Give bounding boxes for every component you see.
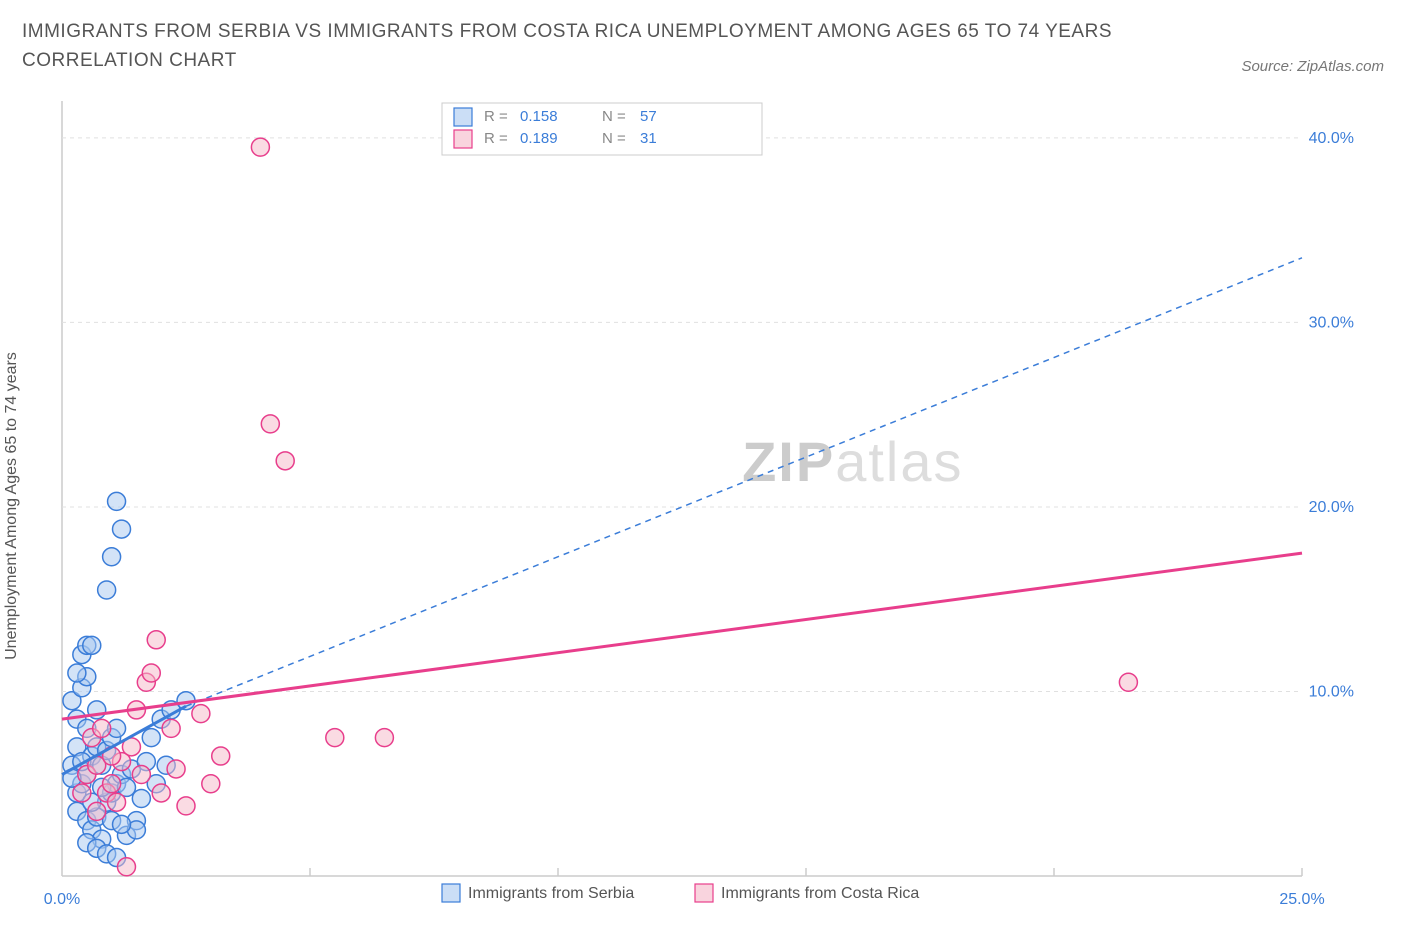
- legend-swatch: [454, 108, 472, 126]
- grid: [62, 138, 1302, 692]
- legend-n-label: N =: [602, 108, 626, 125]
- data-point: [132, 766, 150, 784]
- data-point: [212, 747, 230, 765]
- data-point: [202, 775, 220, 793]
- data-point: [108, 793, 126, 811]
- data-point: [375, 729, 393, 747]
- bottom-legend-label: Immigrants from Costa Rica: [721, 885, 919, 902]
- y-tick-label: 20.0%: [1309, 499, 1354, 516]
- data-point: [93, 719, 111, 737]
- data-point: [1119, 673, 1137, 691]
- data-point: [103, 548, 121, 566]
- series-0: [63, 492, 195, 866]
- data-point: [251, 138, 269, 156]
- data-point: [132, 790, 150, 808]
- y-tick-label: 10.0%: [1309, 683, 1354, 700]
- data-point: [152, 784, 170, 802]
- watermark: ZIPatlas: [742, 430, 963, 493]
- bottom-legend-swatch: [695, 884, 713, 902]
- data-point: [117, 858, 135, 876]
- data-point: [103, 775, 121, 793]
- data-point: [177, 797, 195, 815]
- bottom-legend-swatch: [442, 884, 460, 902]
- scatter-chart: ZIPatlas 10.0% 20.0% 30.0% 40.0% 0.0% 25.0% R =…: [22, 91, 1362, 921]
- chart-title: IMMIGRANTS FROM SERBIA VS IMMIGRANTS FRO…: [22, 18, 1122, 75]
- data-point: [142, 664, 160, 682]
- data-point: [162, 719, 180, 737]
- x-tick-label: 25.0%: [1279, 891, 1324, 908]
- data-point: [147, 631, 165, 649]
- data-point: [261, 415, 279, 433]
- legend-r-value: 0.158: [520, 108, 558, 125]
- legend-r-label: R =: [484, 130, 508, 147]
- data-point: [142, 729, 160, 747]
- legend-r-label: R =: [484, 108, 508, 125]
- chart-header: IMMIGRANTS FROM SERBIA VS IMMIGRANTS FRO…: [0, 0, 1406, 83]
- chart-wrapper: Unemployment Among Ages 65 to 74 years Z…: [22, 91, 1384, 921]
- data-point: [108, 492, 126, 510]
- data-point: [192, 705, 210, 723]
- data-point: [98, 581, 116, 599]
- data-point: [276, 452, 294, 470]
- legend-n-value: 57: [640, 108, 657, 125]
- chart-source: Source: ZipAtlas.com: [1241, 58, 1384, 75]
- data-point: [83, 636, 101, 654]
- data-point: [68, 664, 86, 682]
- data-point: [326, 729, 344, 747]
- legend-n-value: 31: [640, 130, 657, 147]
- bottom-legend-label: Immigrants from Serbia: [468, 885, 634, 902]
- x-tick-label: 0.0%: [44, 891, 80, 908]
- legend-n-label: N =: [602, 130, 626, 147]
- data-point: [88, 802, 106, 820]
- legend-swatch: [454, 130, 472, 148]
- y-tick-label: 30.0%: [1309, 314, 1354, 331]
- data-point: [113, 520, 131, 538]
- data-point: [73, 784, 91, 802]
- trend-line: [62, 553, 1302, 719]
- legend-r-value: 0.189: [520, 130, 558, 147]
- y-tick-label: 40.0%: [1309, 130, 1354, 147]
- y-axis-label: Unemployment Among Ages 65 to 74 years: [3, 352, 21, 660]
- data-point: [167, 760, 185, 778]
- data-point: [113, 815, 131, 833]
